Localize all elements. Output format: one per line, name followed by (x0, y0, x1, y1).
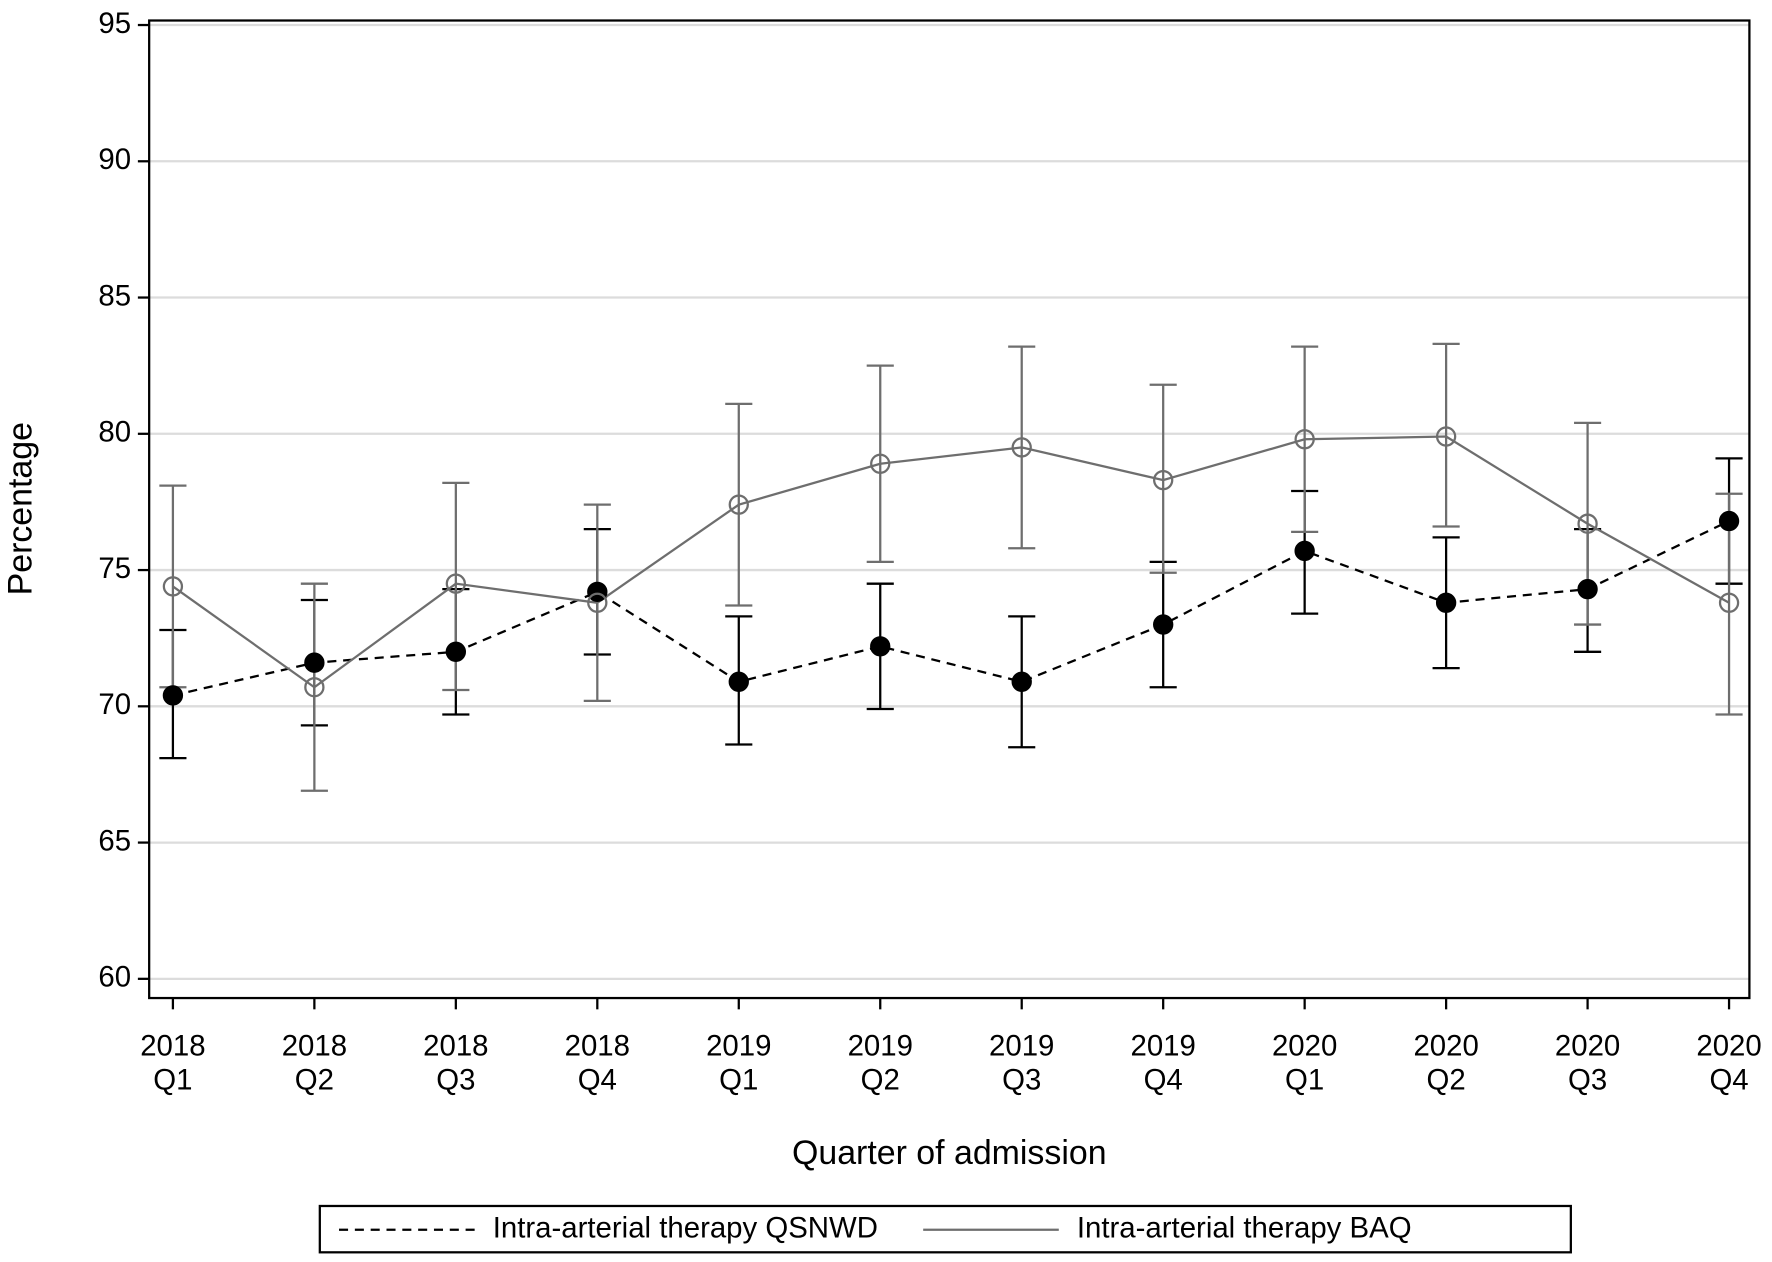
point (587, 592, 608, 613)
x-tick-label: 2019 (848, 1030, 913, 1063)
point (162, 685, 184, 706)
x-tick-label: 2019 (1131, 1030, 1196, 1063)
x-tick-label: Q1 (153, 1063, 192, 1096)
y-tick-label: 90 (98, 143, 131, 176)
point (870, 636, 891, 657)
point (728, 671, 749, 692)
x-tick-label: Q1 (1285, 1063, 1324, 1096)
series-line (172, 519, 1730, 697)
point (1011, 671, 1032, 692)
series-line (172, 435, 1730, 689)
x-tick-label: Q4 (1144, 1063, 1183, 1096)
point (1153, 469, 1174, 491)
point (445, 573, 467, 594)
point (1718, 510, 1740, 532)
point (870, 453, 891, 474)
legend-label: Intra-arterial therapy BAQ (1077, 1211, 1412, 1244)
point (1294, 540, 1315, 562)
point (304, 677, 325, 698)
point (1577, 578, 1598, 600)
point (1718, 592, 1740, 613)
y-tick-label: 70 (98, 688, 131, 721)
plot-frame (148, 19, 1751, 1000)
x-tick-label: Q4 (1709, 1063, 1748, 1096)
point (1435, 426, 1457, 447)
x-tick-label: Q3 (436, 1063, 475, 1096)
point (1011, 437, 1032, 458)
x-tick-label: Q2 (861, 1063, 900, 1096)
x-tick-label: Q2 (1427, 1063, 1466, 1096)
point (1294, 429, 1315, 450)
x-axis-label: Quarter of admission (792, 1134, 1107, 1172)
point (162, 576, 184, 597)
x-tick-label: 2020 (1413, 1030, 1478, 1063)
point (304, 652, 325, 673)
x-tick-label: 2019 (989, 1030, 1054, 1063)
y-tick-label: 60 (98, 961, 131, 994)
y-tick-label: 80 (98, 416, 131, 449)
x-tick-label: Q1 (719, 1063, 758, 1096)
y-tick-label: 65 (98, 824, 131, 857)
x-tick-label: 2019 (706, 1030, 771, 1063)
x-tick-label: 2020 (1272, 1030, 1337, 1063)
y-axis-label: Percentage (2, 422, 40, 595)
x-tick-label: Q3 (1568, 1063, 1607, 1096)
point (1577, 513, 1598, 534)
x-tick-label: 2018 (140, 1030, 205, 1063)
x-tick-label: Q4 (578, 1063, 617, 1096)
legend-label: Intra-arterial therapy QSNWD (493, 1211, 878, 1244)
x-tick-label: Q2 (295, 1063, 334, 1096)
point (728, 494, 749, 515)
x-tick-label: 2020 (1555, 1030, 1620, 1063)
point (1153, 614, 1174, 635)
x-tick-label: 2020 (1696, 1030, 1761, 1063)
point (587, 581, 608, 603)
x-tick-label: 2018 (423, 1030, 488, 1063)
y-tick-label: 75 (98, 552, 131, 585)
y-tick-label: 85 (98, 279, 131, 312)
point (1435, 592, 1457, 613)
legend: Intra-arterial therapy QSNWD Intra-arteri… (318, 1204, 1572, 1254)
point (445, 641, 467, 662)
x-tick-label: 2018 (282, 1030, 347, 1063)
x-tick-label: 2018 (565, 1030, 630, 1063)
y-tick-label: 95 (98, 7, 131, 40)
x-tick-label: Q3 (1002, 1063, 1041, 1096)
